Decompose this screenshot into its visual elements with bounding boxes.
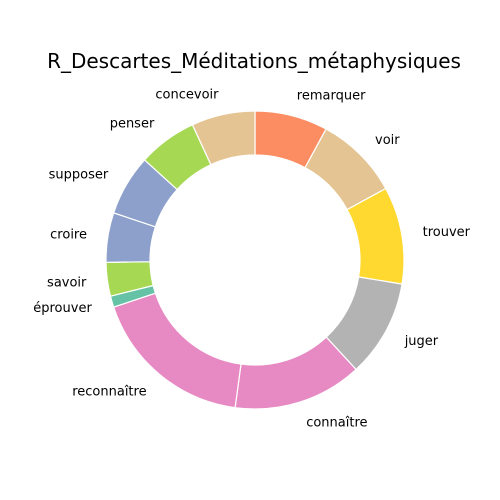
label-connaitre: connaître xyxy=(306,416,367,431)
label-supposer: supposer xyxy=(49,168,109,183)
label-group: remarquer voir trouver juger connaître reconn… xyxy=(33,88,470,431)
slice-concevoir xyxy=(191,110,256,166)
label-savoir: savoir xyxy=(47,276,87,291)
label-voir: voir xyxy=(375,133,400,148)
label-reconnaitre: reconnaître xyxy=(72,385,146,400)
label-concevoir: concevoir xyxy=(155,88,219,103)
chart-title: R_Descartes_Méditations_métaphysiques xyxy=(47,49,461,73)
label-eprouver: éprouver xyxy=(33,301,92,316)
label-juger: juger xyxy=(404,334,439,349)
label-remarquer: remarquer xyxy=(297,89,366,104)
slice-group xyxy=(105,110,405,410)
label-croire: croire xyxy=(50,228,87,243)
label-penser: penser xyxy=(110,117,155,132)
label-trouver: trouver xyxy=(423,225,471,240)
